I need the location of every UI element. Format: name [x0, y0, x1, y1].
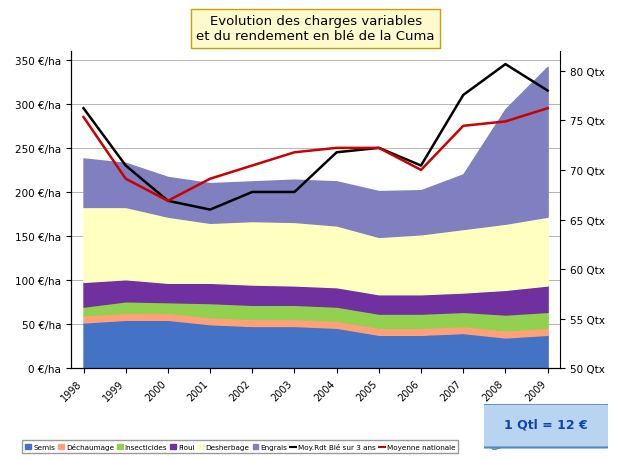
FancyBboxPatch shape	[477, 404, 611, 448]
Text: 1 Qtl = 12 €: 1 Qtl = 12 €	[503, 418, 588, 431]
Title: Evolution des charges variables
et du rendement en blé de la Cuma: Evolution des charges variables et du re…	[197, 15, 435, 43]
Legend: Semis, Déchaumage, Insecticides, Fioul, Desherbage, Engrais, Moy.Rdt Blé sur 3 a: Semis, Déchaumage, Insecticides, Fioul, …	[22, 440, 458, 453]
Polygon shape	[490, 445, 508, 450]
